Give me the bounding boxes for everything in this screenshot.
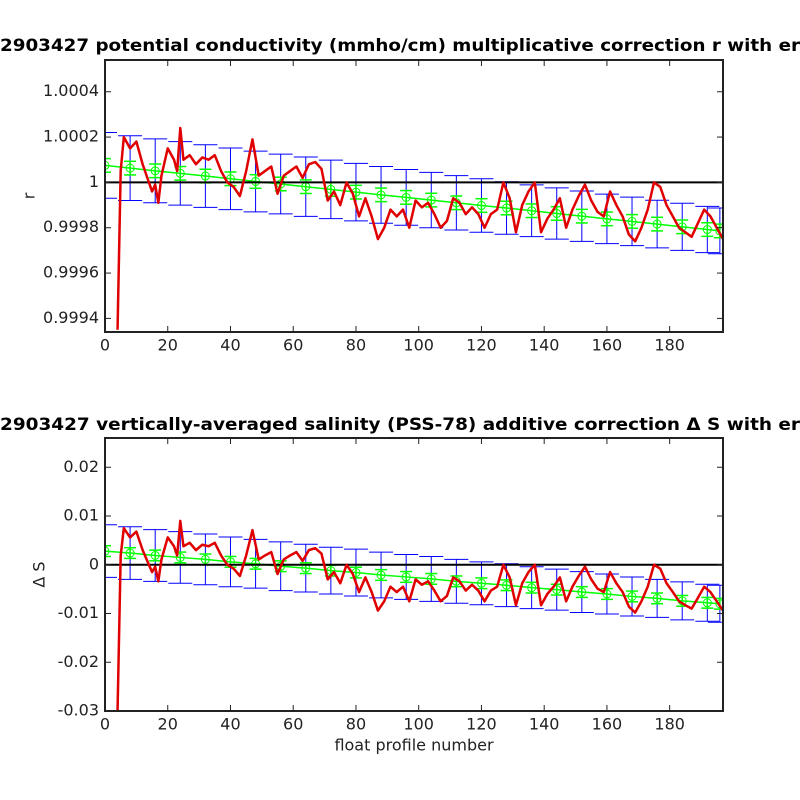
axes-background: [105, 60, 723, 332]
x-tick-label: 80: [346, 715, 366, 734]
y-axis-label: r: [20, 192, 39, 199]
fit-marker: [652, 219, 662, 229]
x-tick-label: 0: [100, 715, 110, 734]
fit-marker: [376, 190, 386, 200]
y-tick-label: -0.02: [58, 652, 99, 671]
x-tick-label: 140: [529, 715, 560, 734]
x-tick-label: 120: [466, 715, 497, 734]
inner-error-bar: [105, 157, 111, 173]
y-tick-label: -0.03: [58, 701, 99, 720]
axes-frame: [104, 437, 724, 712]
y-tick-label: -0.01: [58, 603, 99, 622]
fit-marker: [426, 195, 436, 205]
y-tick-label: 0: [89, 554, 99, 573]
fit-marker: [552, 208, 562, 218]
y-tick-label: 1.0002: [43, 127, 99, 146]
fit-marker: [175, 552, 185, 562]
y-tick-label: 1: [89, 172, 99, 191]
x-tick-label: 140: [529, 336, 560, 355]
fit-marker: [527, 206, 537, 216]
x-tick-label: 60: [283, 336, 303, 355]
fit-marker: [527, 583, 537, 593]
y-tick-label: 0.01: [63, 506, 99, 525]
plot-area: [105, 60, 723, 332]
fit-marker: [200, 554, 210, 564]
fit-marker: [476, 578, 486, 588]
fit-marker: [702, 598, 712, 608]
fit-marker: [627, 591, 637, 601]
fit-marker: [105, 546, 110, 556]
fit-marker: [276, 561, 286, 571]
fit-marker: [476, 201, 486, 211]
y-tick-label: 0.9996: [43, 263, 99, 282]
error-bar: [105, 524, 117, 578]
fit-marker: [150, 550, 160, 560]
fit-marker: [125, 163, 135, 173]
fit-marker: [652, 593, 662, 603]
fit-marker: [200, 171, 210, 181]
x-tick-label: 0: [100, 336, 110, 355]
fit-marker: [602, 589, 612, 599]
y-tick-label: 1.0004: [43, 81, 99, 100]
x-axis-label: float profile number: [334, 736, 494, 755]
y-tick-label: 0.9994: [43, 308, 99, 327]
x-tick-label: 80: [346, 336, 366, 355]
fit-marker: [426, 574, 436, 584]
fit-marker: [105, 160, 110, 170]
x-tick-label: 180: [654, 336, 685, 355]
x-tick-label: 120: [466, 336, 497, 355]
fit-marker: [577, 587, 587, 597]
fit-marker: [401, 572, 411, 582]
fit-marker: [326, 184, 336, 194]
x-tick-label: 20: [158, 336, 178, 355]
inner-error-bar: [105, 544, 111, 558]
fit-marker: [175, 168, 185, 178]
fit-marker: [401, 192, 411, 202]
x-tick-label: 100: [403, 715, 434, 734]
x-tick-label: 40: [220, 715, 240, 734]
axes-frame: [104, 59, 724, 333]
fit-marker: [577, 211, 587, 221]
x-tick-label: 40: [220, 336, 240, 355]
fit-marker: [150, 166, 160, 176]
correction-line: [116, 519, 723, 711]
x-tick-label: 20: [158, 715, 178, 734]
x-tick-label: 60: [283, 715, 303, 734]
x-tick-label: 160: [592, 715, 623, 734]
y-tick-label: 0.02: [63, 457, 99, 476]
fit-marker: [125, 548, 135, 558]
y-axis-label: Δ S: [30, 561, 49, 587]
plot-area: [105, 438, 723, 711]
fit-marker: [627, 216, 637, 226]
x-tick-label: 100: [403, 336, 434, 355]
fit-marker: [702, 225, 712, 235]
error-bar: [105, 132, 117, 199]
y-tick-label: 0.9998: [43, 217, 99, 236]
axes-background: [105, 438, 723, 711]
chart-title: 2903427 potential conductivity (mmho/cm)…: [0, 36, 800, 56]
correction-line: [116, 126, 723, 330]
x-tick-label: 160: [592, 336, 623, 355]
x-tick-label: 180: [654, 715, 685, 734]
chart-title: 2903427 vertically-averaged salinity (PS…: [0, 415, 800, 435]
fit-marker: [376, 570, 386, 580]
fit-marker: [602, 214, 612, 224]
